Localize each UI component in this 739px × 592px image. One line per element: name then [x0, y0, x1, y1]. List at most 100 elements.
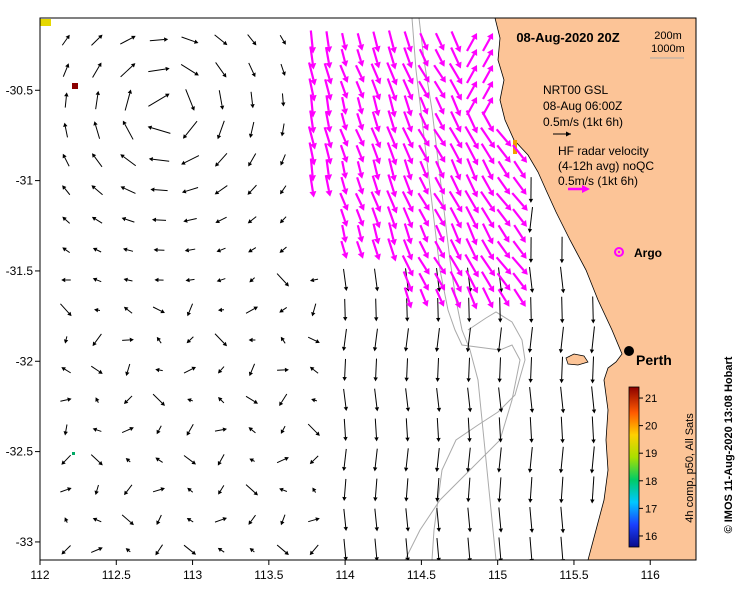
radar-current-arrow — [403, 223, 413, 245]
radar-current-arrow — [450, 111, 462, 133]
y-tick-label: -33 — [16, 535, 34, 549]
model-current-arrow — [434, 327, 440, 352]
radar-current-arrow — [512, 144, 528, 163]
radar-current-arrow — [340, 112, 349, 131]
model-current-arrow — [92, 247, 102, 253]
model-current-arrow — [156, 336, 162, 344]
model-current-arrow — [436, 507, 441, 532]
radar-current-arrow — [356, 112, 365, 131]
model-current-arrow — [342, 358, 347, 382]
radar-current-arrow — [323, 126, 333, 149]
model-current-arrow — [467, 297, 472, 323]
radar-current-arrow — [448, 254, 463, 277]
radar-current-arrow — [481, 111, 494, 133]
model-current-arrow — [527, 207, 533, 233]
model-current-arrow — [149, 37, 169, 42]
radar-current-arrow — [464, 125, 479, 150]
radar-current-arrow — [465, 238, 479, 262]
model-current-arrow — [64, 517, 69, 523]
radar-current-arrow — [417, 256, 430, 275]
model-current-arrow — [498, 297, 503, 323]
x-tick-label: 114.5 — [407, 568, 436, 582]
model-current-arrow — [217, 547, 225, 553]
radar-current-arrow — [371, 207, 381, 229]
radar-current-arrow — [417, 128, 430, 147]
model-current-arrow — [218, 397, 225, 404]
radar-current-arrow — [339, 192, 349, 211]
model-current-arrow — [60, 487, 72, 493]
radar-current-arrow — [402, 143, 414, 165]
radar-current-arrow — [480, 207, 495, 229]
radar-current-arrow — [403, 159, 413, 181]
model-current-arrow — [60, 397, 72, 402]
model-current-arrow — [434, 447, 440, 472]
model-current-arrow — [120, 35, 136, 45]
model-current-arrow — [93, 121, 101, 139]
model-current-arrow — [373, 478, 378, 502]
model-current-arrow — [280, 514, 286, 526]
model-current-arrow — [91, 185, 103, 196]
radar-current-arrow — [464, 189, 479, 214]
radar-current-arrow — [434, 112, 445, 131]
model-current-arrow — [186, 517, 194, 523]
model-current-arrow — [498, 387, 504, 413]
model-current-arrow — [148, 93, 170, 107]
model-current-arrow — [155, 544, 163, 556]
radar-current-arrow — [388, 222, 397, 246]
model-current-arrow — [183, 217, 197, 223]
model-current-arrow — [123, 277, 133, 283]
model-current-arrow — [125, 548, 131, 553]
radar-current-arrow — [355, 240, 365, 259]
radar-arrow-field — [307, 30, 528, 310]
radar-current-arrow — [419, 288, 429, 307]
land-mass — [494, 18, 696, 560]
model-current-arrow — [280, 154, 286, 166]
radar-current-arrow — [401, 255, 414, 277]
model-current-arrow — [436, 417, 441, 442]
model-current-arrow — [183, 544, 196, 555]
model-current-arrow — [560, 506, 565, 534]
radar-current-arrow — [354, 192, 365, 211]
model-current-arrow — [248, 247, 257, 253]
model-current-arrow — [91, 34, 103, 46]
x-tick-label: 112.5 — [102, 568, 131, 582]
radar-current-arrow — [418, 144, 430, 163]
radar-current-arrow — [512, 240, 527, 259]
model-current-arrow — [186, 424, 194, 436]
radar-current-arrow — [496, 240, 511, 259]
model-current-arrow — [436, 537, 441, 560]
model-current-arrow — [155, 367, 163, 373]
colorbar-ticks: 16 17 18 19 20 21 — [639, 393, 657, 543]
model-current-arrow — [92, 333, 102, 347]
sst-pixel — [72, 83, 78, 89]
radar-current-arrow — [512, 208, 527, 227]
model-current-arrow — [92, 153, 103, 168]
isobath-200m — [418, 18, 497, 560]
radar-current-arrow — [512, 176, 527, 195]
radar-current-arrow — [418, 176, 429, 195]
y-axis: -30.5 -31 -31.5 -32 -32.5 -33 — [6, 83, 40, 549]
model-current-arrow — [121, 217, 135, 223]
model-current-arrow — [465, 327, 471, 353]
model-current-arrow — [307, 336, 320, 344]
model-current-arrow — [217, 454, 225, 466]
plot-frame — [39, 17, 697, 561]
model-current-arrow — [496, 447, 502, 473]
radar-current-arrow — [355, 144, 365, 163]
model-current-arrow — [156, 425, 162, 435]
radar-current-arrow — [480, 127, 495, 149]
x-tick-label: 113.5 — [254, 568, 283, 582]
model-current-arrow — [215, 153, 228, 167]
radar-current-arrow — [448, 62, 463, 85]
radar-current-arrow — [450, 47, 462, 69]
radar-current-arrow — [466, 222, 478, 246]
radar-current-arrow — [433, 144, 446, 163]
model-current-arrow — [343, 268, 349, 292]
radar-current-arrow — [403, 111, 414, 133]
model-current-arrow — [64, 92, 69, 108]
radar-current-arrow — [387, 46, 398, 70]
radar-current-arrow — [481, 239, 494, 261]
model-current-arrow — [125, 458, 131, 463]
model-current-arrow — [529, 297, 534, 323]
radar-current-arrow — [435, 224, 445, 243]
